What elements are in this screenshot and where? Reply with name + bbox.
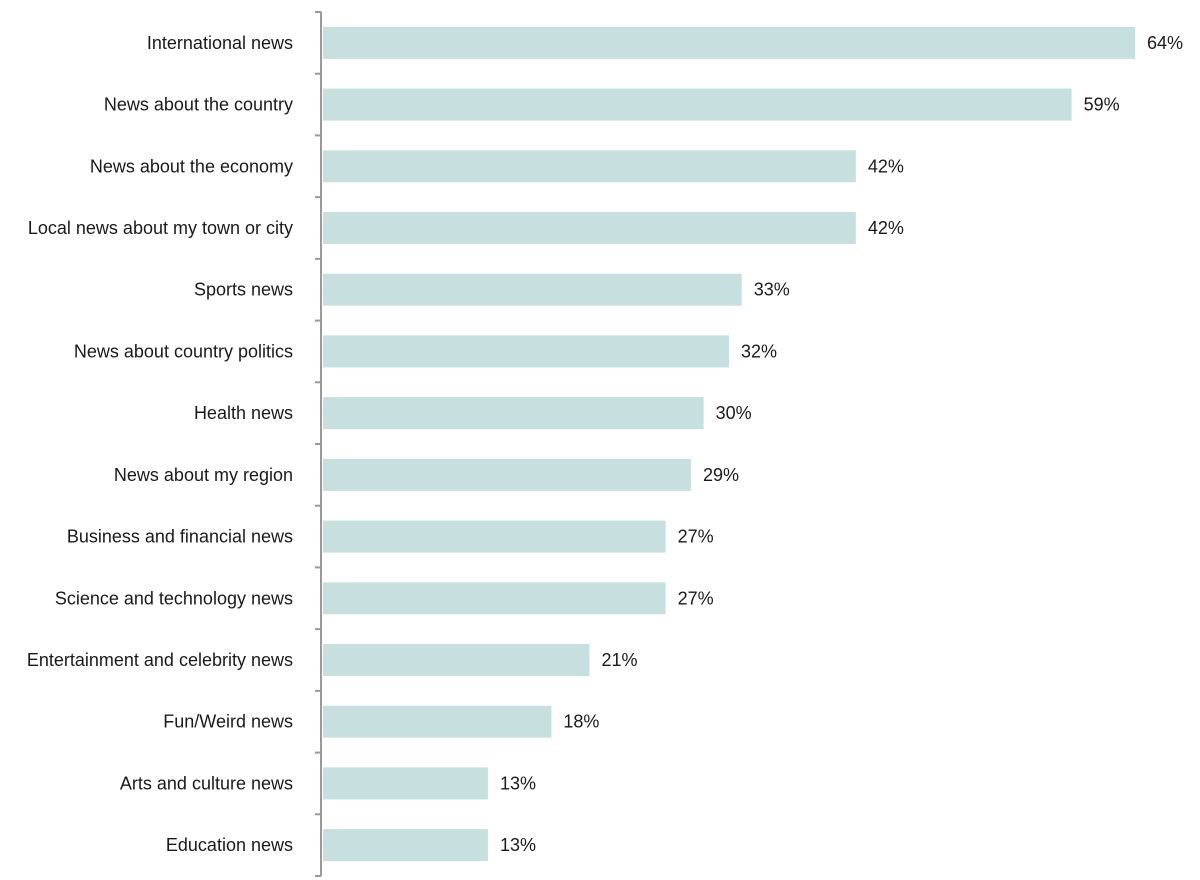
bar (323, 644, 590, 676)
bar (323, 150, 856, 183)
category-label: International news (147, 33, 293, 53)
category-label: News about the economy (90, 156, 293, 176)
bar (323, 582, 666, 615)
category-label: Science and technology news (55, 588, 293, 608)
category-label: Arts and culture news (120, 773, 293, 793)
value-label: 32% (741, 341, 777, 361)
axis-layer (315, 11, 322, 877)
category-label: Business and financial news (67, 527, 293, 547)
bar (323, 705, 552, 738)
bar (323, 458, 691, 491)
category-label: Health news (194, 403, 293, 423)
bar (323, 273, 742, 306)
bar (323, 88, 1072, 121)
category-label: Local news about my town or city (28, 218, 293, 238)
value-label: 27% (678, 527, 714, 547)
value-label: 64% (1147, 33, 1183, 53)
bar (323, 26, 1135, 59)
category-label: News about country politics (74, 341, 293, 361)
value-label: 29% (703, 465, 739, 485)
bar (323, 397, 704, 430)
category-label: Sports news (194, 280, 293, 300)
category-label: Education news (166, 835, 293, 855)
value-label: 30% (716, 403, 752, 423)
value-label: 42% (868, 218, 904, 238)
value-label: 33% (754, 280, 790, 300)
bar (323, 767, 488, 800)
category-label: Entertainment and celebrity news (27, 650, 293, 670)
value-label: 42% (868, 156, 904, 176)
bars-layer (323, 26, 1135, 862)
value-label: 13% (500, 835, 536, 855)
value-label: 21% (601, 650, 637, 670)
bar (323, 520, 666, 553)
bar (323, 829, 488, 862)
category-label: News about my region (114, 465, 293, 485)
value-label: 18% (563, 712, 599, 732)
labels-layer: International news 64% News about the coun… (27, 33, 1183, 855)
value-label: 13% (500, 773, 536, 793)
category-label: News about the country (104, 95, 293, 115)
bar (323, 335, 729, 368)
category-label: Fun/Weird news (163, 712, 293, 732)
value-label: 27% (678, 588, 714, 608)
bar (323, 212, 856, 244)
value-label: 59% (1084, 95, 1120, 115)
